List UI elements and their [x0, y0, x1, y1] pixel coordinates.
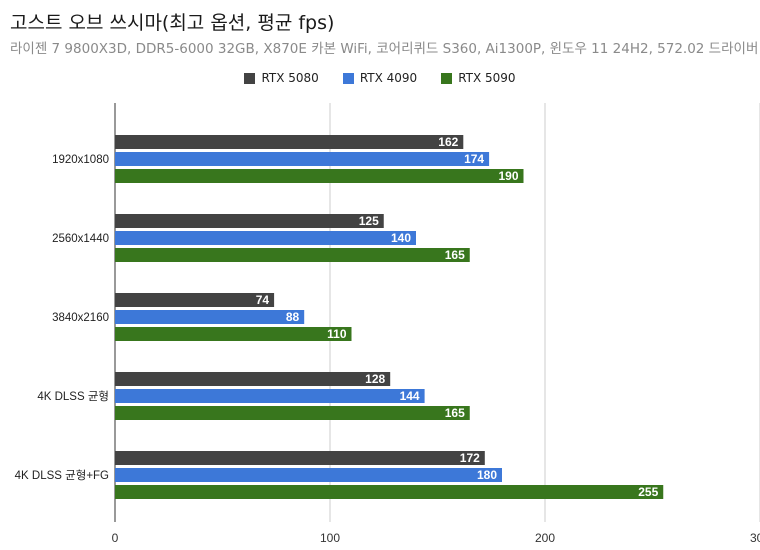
data-label: 125 [359, 214, 379, 228]
data-label: 174 [464, 152, 484, 166]
data-label: 140 [391, 231, 411, 245]
bar [115, 406, 470, 420]
chart-title: 고스트 오브 쓰시마(최고 옵션, 평균 fps) [10, 12, 335, 34]
bar [115, 231, 416, 245]
x-tick-label: 100 [320, 531, 340, 545]
x-tick-label: 300 [750, 531, 760, 545]
bar [115, 169, 524, 183]
category-label: 1920x1080 [52, 154, 109, 166]
bar [115, 248, 470, 262]
legend-swatch [244, 72, 256, 84]
legend-item: RTX 5080 [244, 71, 319, 85]
bar [115, 468, 502, 482]
bar [115, 372, 391, 386]
data-label: 180 [477, 468, 497, 482]
bar [115, 310, 305, 324]
legend-swatch [441, 72, 453, 84]
data-label: 165 [445, 406, 465, 420]
category-label: 4K DLSS 균형+FG [15, 469, 109, 482]
legend-label: RTX 5090 [458, 71, 516, 85]
data-label: 190 [498, 169, 518, 183]
data-label: 165 [445, 248, 465, 262]
data-label: 172 [460, 451, 480, 465]
data-label: 162 [438, 135, 458, 149]
bar [115, 327, 352, 341]
legend-item: RTX 4090 [342, 71, 418, 85]
legend-label: RTX 5080 [261, 71, 319, 85]
legend-item: RTX 5090 [441, 71, 516, 85]
data-label: 128 [365, 372, 385, 386]
data-label: 144 [400, 389, 420, 403]
data-label: 255 [638, 485, 658, 499]
data-label: 88 [286, 310, 300, 324]
bar [115, 389, 425, 403]
x-tick-label: 0 [112, 531, 119, 545]
bar [115, 451, 485, 465]
bar [115, 214, 384, 228]
data-label: 110 [327, 327, 347, 341]
bar [115, 293, 275, 307]
bar [115, 152, 490, 166]
x-tick-label: 200 [535, 531, 555, 545]
category-label: 2560x1440 [52, 233, 109, 245]
bar [115, 485, 664, 499]
legend-swatch [342, 72, 354, 84]
chart-subtitle: 라이젠 7 9800X3D, DDR5-6000 32GB, X870E 카본 … [10, 41, 759, 57]
legend: RTX 5080 RTX 4090 RTX 5090 [0, 71, 760, 85]
category-label: 4K DLSS 균형 [37, 390, 109, 403]
legend-label: RTX 4090 [359, 71, 418, 85]
bar [115, 135, 464, 149]
category-label: 3840x2160 [52, 312, 109, 324]
data-label: 74 [256, 293, 270, 307]
